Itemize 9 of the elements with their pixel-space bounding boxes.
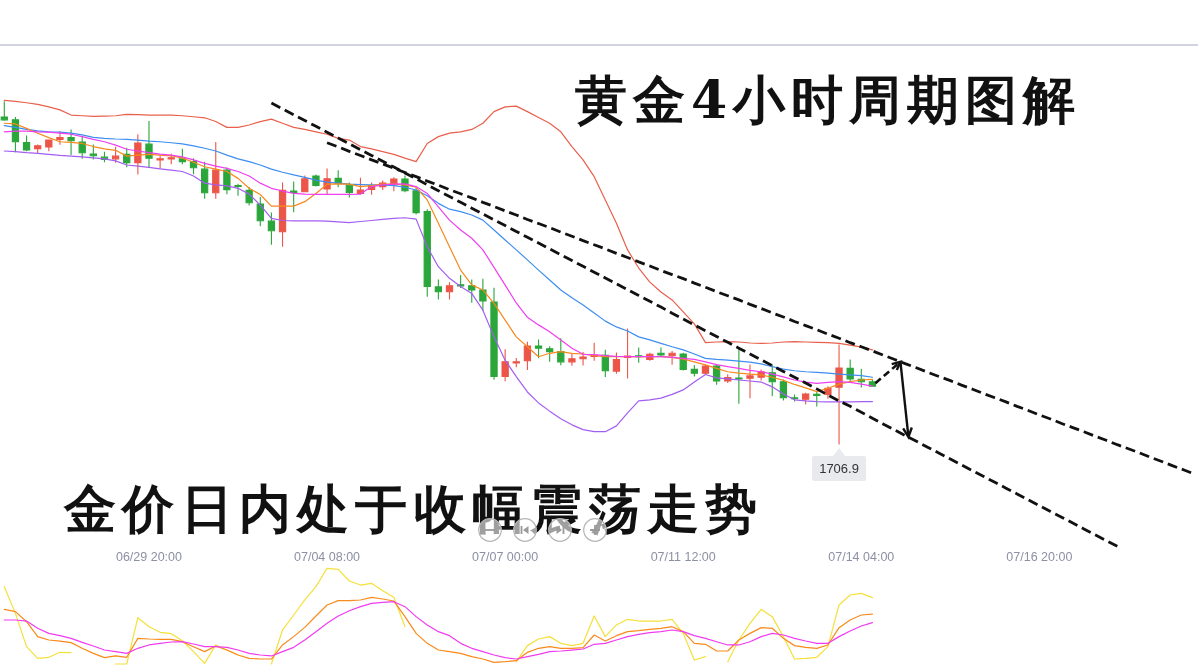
x-tick-label: 07/16 20:00 [1006,550,1073,564]
annotation: 1706.9 [819,461,859,477]
text: 金价日内处于收幅震荡走势 [63,478,764,539]
x-tick-label: 07/04 08:00 [294,550,361,564]
x-tick-label: 06/29 20:00 [115,550,183,564]
chart-title: 黄金4小时周期图解 [575,69,1082,130]
x-tick-label: 07/14 04:00 [828,550,895,564]
x-tick-label: 07/07 00:00 [472,550,539,564]
x-tick-label: 07/11 12:00 [650,550,716,564]
